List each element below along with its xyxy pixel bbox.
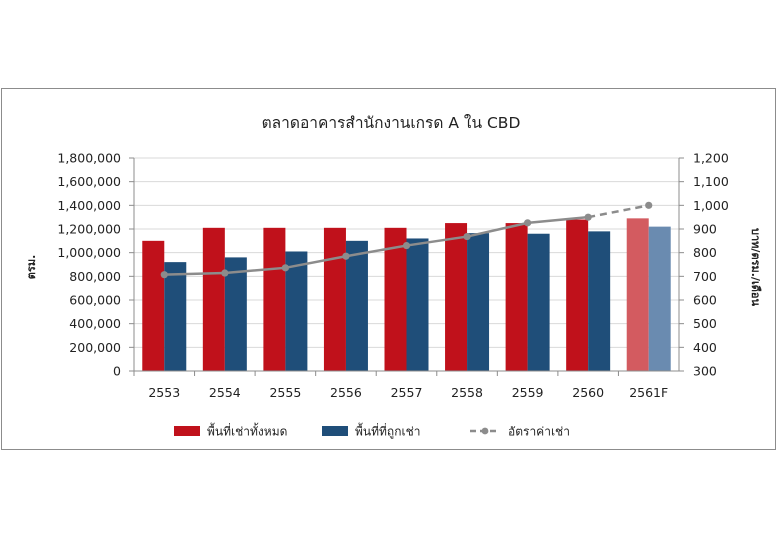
y2-tick-label: 1,000 xyxy=(693,198,729,213)
legend-item: พื้นที่ที่ถูกเช่า xyxy=(322,423,420,440)
x-tick-label: 2559 xyxy=(512,385,544,400)
y-tick-label: 0 xyxy=(113,364,121,379)
bar-total-space xyxy=(323,227,346,371)
y-tick-label: 1,600,000 xyxy=(57,174,121,189)
bar-occupied-space xyxy=(406,238,429,371)
rent-point xyxy=(342,252,350,260)
legend-label: พื้นที่เช่าทั้งหมด xyxy=(207,423,287,439)
legend-marker xyxy=(481,427,489,435)
bar-total-space xyxy=(263,227,286,371)
rent-point xyxy=(221,269,229,277)
y2-tick-label: 700 xyxy=(693,269,717,284)
y2-tick-label: 800 xyxy=(693,245,717,260)
legend: พื้นที่เช่าทั้งหมด พื้นที่ที่ถูกเช่า อัตรา… xyxy=(174,423,570,440)
rent-point xyxy=(645,201,653,209)
y-tick-label: 600,000 xyxy=(69,293,121,308)
chart-title: ตลาดอาคารสำนักงานเกรด A ใน CBD xyxy=(262,114,521,132)
x-tick-label: 2558 xyxy=(451,385,483,400)
x-tick-label: 2560 xyxy=(572,385,604,400)
y-axis-label: ตรม. xyxy=(25,255,38,279)
legend-item: พื้นที่เช่าทั้งหมด xyxy=(174,423,287,439)
rent-point xyxy=(160,271,168,279)
axes: 0 200,000 400,000 600,000 800,000 1,000,000 1,… xyxy=(57,151,728,401)
bar-total-space xyxy=(202,227,225,371)
rent-line-forecast xyxy=(587,204,649,219)
y-tick-label: 800,000 xyxy=(69,269,121,284)
bar-total-space xyxy=(445,223,468,371)
y-tick-label: 200,000 xyxy=(69,340,121,355)
y2-tick-label: 500 xyxy=(693,316,717,331)
y-tick-label: 400,000 xyxy=(69,316,121,331)
y-tick-label: 1,000,000 xyxy=(57,245,121,260)
chart-svg: ตลาดอาคารสำนักงานเกรด A ใน CBD 0 200,000 4… xyxy=(25,114,762,440)
y-tick-label: 1,200,000 xyxy=(57,222,121,237)
legend-label: อัตราค่าเช่า xyxy=(508,425,570,439)
y2-tick-label: 600 xyxy=(693,293,717,308)
bar-occupied-space xyxy=(527,233,550,371)
legend-item: อัตราค่าเช่า xyxy=(470,425,570,439)
bars xyxy=(142,218,671,371)
y-tick-label: 1,800,000 xyxy=(57,151,121,166)
x-tick-label: 2561F xyxy=(629,385,668,400)
y2-axis-label: บาท/ตรม./เดือน xyxy=(749,228,762,306)
rent-point xyxy=(584,213,592,221)
rent-point xyxy=(524,219,532,227)
bar-occupied-space xyxy=(588,231,611,371)
y-tick-label: 1,400,000 xyxy=(57,198,121,213)
legend-swatch xyxy=(174,426,200,436)
x-tick-label: 2554 xyxy=(209,385,241,400)
y2-tick-label: 300 xyxy=(693,364,717,379)
x-tick-label: 2557 xyxy=(391,385,423,400)
bar-total-space xyxy=(566,219,589,371)
y2-tick-label: 400 xyxy=(693,340,717,355)
rent-line-actual xyxy=(164,215,589,276)
bar-occupied-space xyxy=(648,226,671,371)
bar-occupied-space xyxy=(467,233,490,371)
bar-total-space xyxy=(626,218,649,371)
bar-occupied-space xyxy=(164,262,187,371)
y2-tick-label: 1,200 xyxy=(693,151,729,166)
legend-label: พื้นที่ที่ถูกเช่า xyxy=(355,423,420,440)
rent-point xyxy=(402,241,411,250)
y2-tick-label: 900 xyxy=(693,222,717,237)
bar-total-space xyxy=(142,240,165,371)
legend-swatch xyxy=(322,426,348,436)
bar-total-space xyxy=(505,223,528,371)
rent-point xyxy=(463,232,471,241)
bar-occupied-space xyxy=(285,251,308,371)
bar-occupied-space xyxy=(345,240,368,371)
x-tick-label: 2556 xyxy=(330,385,362,400)
rent-line xyxy=(160,201,653,279)
rent-point xyxy=(281,264,289,272)
chart-frame: ตลาดอาคารสำนักงานเกรด A ใน CBD 0 200,000 4… xyxy=(1,88,776,450)
y2-tick-label: 1,100 xyxy=(693,174,729,189)
bar-total-space xyxy=(384,227,407,371)
x-tick-label: 2553 xyxy=(148,385,180,400)
bar-occupied-space xyxy=(224,257,247,371)
x-tick-label: 2555 xyxy=(269,385,301,400)
